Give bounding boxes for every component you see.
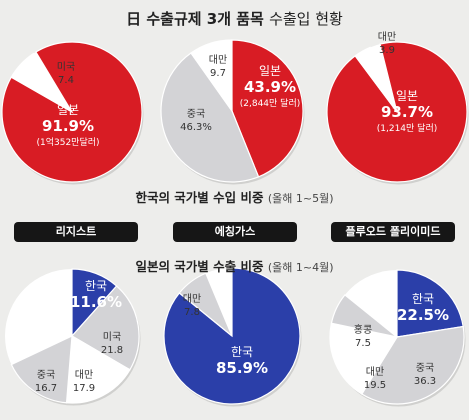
pie-slice-중국 xyxy=(160,52,260,183)
pie-slice-일본 xyxy=(231,39,304,178)
slice-value-한국: 22.5% xyxy=(397,306,449,324)
slice-label-중국: 중국 xyxy=(416,362,434,374)
import-title-period: (올해 1~5월) xyxy=(267,192,334,205)
slice-note-일본: (2,844만 달러) xyxy=(240,97,301,109)
slice-value-대만: 19.5 xyxy=(364,380,386,391)
pie-slice-한국 xyxy=(396,269,464,338)
slice-value-일본: 91.9% xyxy=(42,117,94,135)
slice-label-한국: 한국 xyxy=(412,292,434,306)
main-title-bold: 日 수출규제 3개 품목 xyxy=(126,10,264,28)
slice-label-일본: 일본 xyxy=(396,89,418,103)
slice-value-중국: 46.3% xyxy=(180,122,212,133)
slice-value-대만: 3.9 xyxy=(379,45,395,56)
slice-value-대만: 7.8 xyxy=(184,307,200,318)
slice-value-일본: 93.7% xyxy=(381,103,433,121)
slice-label-중국: 중국 xyxy=(37,369,55,381)
slice-value-일본: 43.9% xyxy=(244,78,296,96)
product-label-fluorinated-polyimide: 플루오드 폴리이미드 xyxy=(331,222,455,242)
slice-value-한국: 11.6% xyxy=(70,293,122,311)
slice-label-일본: 일본 xyxy=(57,103,79,117)
pie-slice-중국 xyxy=(360,325,465,405)
slice-value-중국: 36.3 xyxy=(414,376,436,387)
slice-label-대만: 대만 xyxy=(209,54,227,66)
slice-value-중국: 16.7 xyxy=(35,383,57,394)
pie-slice-홍콩 xyxy=(330,294,398,338)
slice-label-미국: 미국 xyxy=(57,61,75,73)
export-section-title: 일본의 국가별 수출 비중 (올해 1~4월) xyxy=(0,256,469,275)
slice-label-일본: 일본 xyxy=(259,64,281,78)
pie-slice-대만 xyxy=(65,335,131,404)
slice-label-중국: 중국 xyxy=(187,108,205,120)
pie-slice-대만 xyxy=(354,46,398,113)
pie-slice-미국 xyxy=(10,52,73,113)
main-title: 日 수출규제 3개 품목 수출입 현황 xyxy=(0,8,469,29)
pie-slice-한국 xyxy=(163,267,301,405)
pie-slice-대만 xyxy=(190,39,233,113)
slice-value-대만: 9.7 xyxy=(210,68,226,79)
pie-slice-대만 xyxy=(329,322,398,395)
slice-label-한국: 한국 xyxy=(231,345,253,359)
export-title-period: (올해 1~4월) xyxy=(267,261,334,274)
slice-label-대만: 대만 xyxy=(378,31,396,43)
slice-value-홍콩: 7.5 xyxy=(355,338,371,349)
product-label-etching-gas: 에칭가스 xyxy=(173,222,297,242)
product-label-resist: 리지스트 xyxy=(14,222,138,242)
pie-slice-중국 xyxy=(10,335,73,404)
slice-value-한국: 85.9% xyxy=(216,359,268,377)
slice-label-대만: 대만 xyxy=(183,293,201,305)
slice-value-대만: 17.9 xyxy=(73,383,95,394)
pie-slice-대만 xyxy=(178,272,233,337)
export-title-bold: 일본의 국가별 수출 비중 xyxy=(135,259,264,274)
slice-value-미국: 21.8 xyxy=(101,345,123,356)
slice-label-대만: 대만 xyxy=(75,369,93,381)
slice-label-대만: 대만 xyxy=(366,366,384,378)
pie-slice-미국 xyxy=(71,285,140,371)
import-section-title: 한국의 국가별 수입 비중 (올해 1~5월) xyxy=(0,187,469,206)
slice-label-홍콩: 홍콩 xyxy=(354,323,372,336)
import-title-bold: 한국의 국가별 수입 비중 xyxy=(135,190,264,205)
main-title-light: 수출입 현황 xyxy=(269,10,343,28)
slice-note-일본: (1억352만달러) xyxy=(36,136,99,148)
slice-value-미국: 7.4 xyxy=(58,75,74,86)
slice-note-일본: (1,214만 달러) xyxy=(377,122,438,134)
slice-label-미국: 미국 xyxy=(103,331,121,343)
slice-label-한국: 한국 xyxy=(85,279,107,293)
